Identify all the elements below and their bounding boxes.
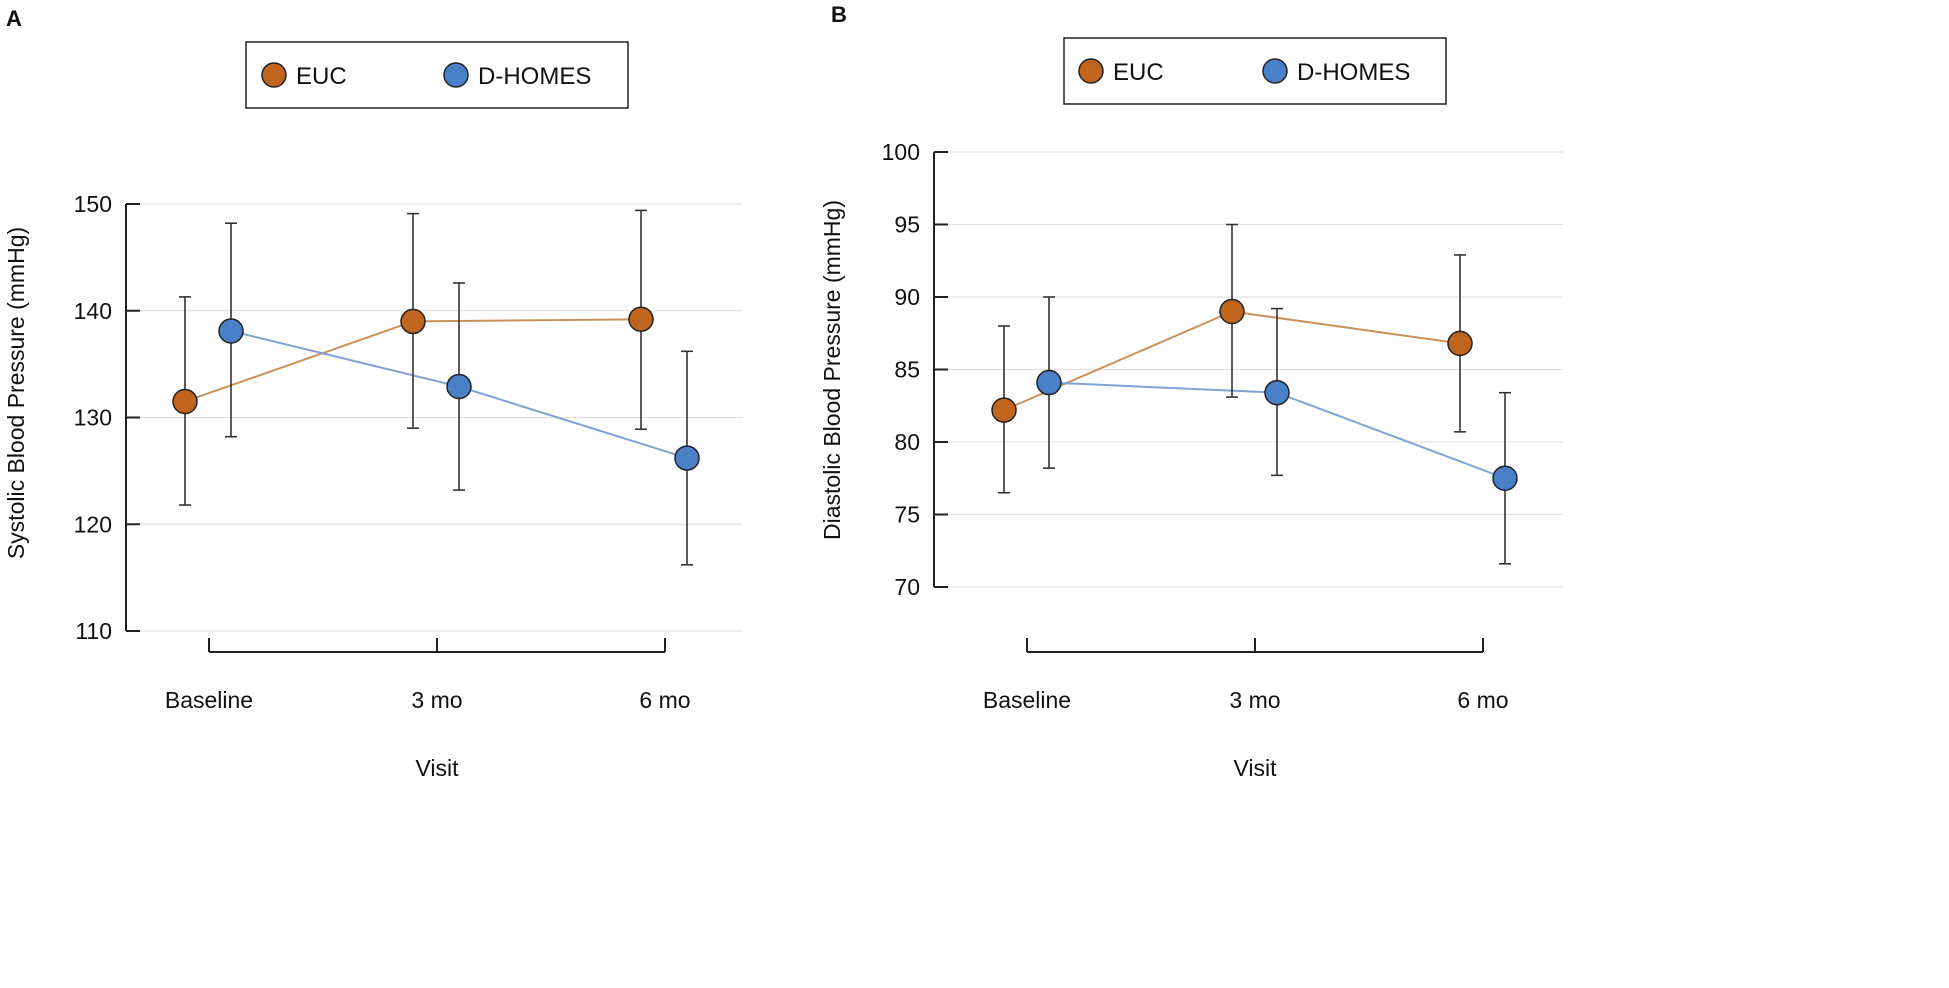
x-axis-label: Visit	[1233, 755, 1277, 781]
error-bars	[998, 223, 1511, 565]
point-euc	[628, 306, 654, 333]
y-tick-label: 150	[74, 191, 112, 217]
y-tick-label: 90	[894, 284, 920, 310]
point-euc	[172, 388, 198, 415]
x-tick-label: Baseline	[165, 687, 253, 713]
data-points	[172, 306, 700, 471]
legend-box	[245, 41, 629, 109]
y-tick-label: 75	[894, 502, 920, 528]
point-euc	[991, 397, 1017, 423]
gridlines	[140, 203, 742, 632]
x-tick-label: 6 mo	[1457, 687, 1508, 713]
y-axis-label: Systolic Blood Pressure (mmHg)	[3, 227, 29, 559]
error-bars	[179, 209, 693, 566]
series-lines	[184, 318, 688, 460]
series-lines	[1003, 310, 1506, 480]
panel-label: A	[6, 6, 22, 31]
y-tick-label: 140	[74, 298, 112, 324]
y-tick-label: 70	[894, 574, 920, 600]
legend-marker-euc	[1078, 58, 1104, 84]
legend-label-dhomes: D-HOMES	[1297, 59, 1410, 86]
legend-box	[1063, 37, 1447, 105]
panel-label: B	[831, 2, 847, 27]
y-axis: 70 75 80 85 90 95 100	[882, 139, 948, 600]
legend: EUC D-HOMES	[245, 41, 629, 109]
legend-label-euc: EUC	[1113, 59, 1164, 86]
point-d-homes	[1036, 369, 1062, 396]
y-tick-label: 85	[894, 357, 920, 383]
point-euc	[1447, 330, 1473, 357]
y-axis: 110 120 130 140 150	[74, 191, 140, 644]
legend-marker-dhomes	[1262, 58, 1288, 84]
x-axis-label: Visit	[415, 755, 459, 781]
legend-label-euc: EUC	[296, 63, 347, 90]
point-euc	[400, 308, 426, 335]
x-tick-label: 3 mo	[411, 687, 462, 713]
panel-a: A EUC D-HOMES Systolic Blood Pressure (m…	[3, 6, 742, 781]
gridlines	[948, 151, 1563, 588]
point-d-homes	[446, 373, 472, 400]
panel-b: B EUC D-HOMES Diastolic Blood Pressure (…	[819, 2, 1563, 781]
y-tick-label: 100	[882, 139, 920, 165]
y-tick-label: 120	[74, 511, 112, 537]
legend-marker-euc	[261, 62, 287, 88]
point-euc	[1219, 298, 1245, 325]
legend-label-dhomes: D-HOMES	[478, 63, 591, 90]
x-axis: Baseline 3 mo 6 mo	[165, 638, 691, 713]
x-tick-label: 6 mo	[639, 687, 690, 713]
y-tick-label: 95	[894, 212, 920, 238]
data-points	[991, 298, 1518, 491]
point-d-homes	[674, 445, 700, 471]
y-tick-label: 80	[894, 429, 920, 455]
y-axis-label: Diastolic Blood Pressure (mmHg)	[819, 200, 845, 540]
legend-marker-dhomes	[443, 62, 469, 88]
x-axis: Baseline 3 mo 6 mo	[983, 638, 1509, 713]
legend: EUC D-HOMES	[1063, 37, 1447, 105]
y-tick-label: 130	[74, 405, 112, 431]
point-d-homes	[1264, 379, 1290, 406]
point-d-homes	[218, 318, 244, 344]
x-tick-label: 3 mo	[1229, 687, 1280, 713]
x-tick-label: Baseline	[983, 687, 1071, 713]
point-d-homes	[1492, 465, 1518, 491]
y-tick-label: 110	[75, 618, 112, 644]
